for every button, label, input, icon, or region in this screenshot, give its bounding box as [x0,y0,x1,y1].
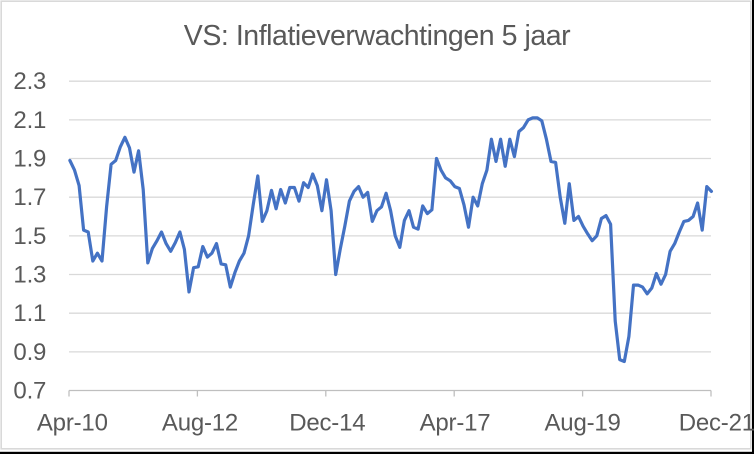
svg-text:Dec-21: Dec-21 [679,410,754,437]
svg-text:0.7: 0.7 [13,377,46,404]
svg-text:VS: Inflatieverwachtingen 5 ja: VS: Inflatieverwachtingen 5 jaar [184,20,571,52]
svg-text:1.7: 1.7 [13,184,46,211]
svg-text:Apr-10: Apr-10 [37,410,108,437]
svg-text:1.3: 1.3 [13,261,46,288]
svg-text:1.1: 1.1 [13,300,46,327]
svg-text:0.9: 0.9 [13,339,46,366]
svg-text:2.1: 2.1 [13,107,46,134]
svg-text:1.5: 1.5 [13,223,46,250]
svg-text:1.9: 1.9 [13,146,46,173]
svg-text:Aug-12: Aug-12 [162,410,238,437]
svg-text:Aug-19: Aug-19 [544,410,620,437]
svg-text:Apr-17: Apr-17 [420,410,491,437]
svg-text:2.3: 2.3 [13,68,46,95]
svg-text:Dec-14: Dec-14 [289,410,365,437]
